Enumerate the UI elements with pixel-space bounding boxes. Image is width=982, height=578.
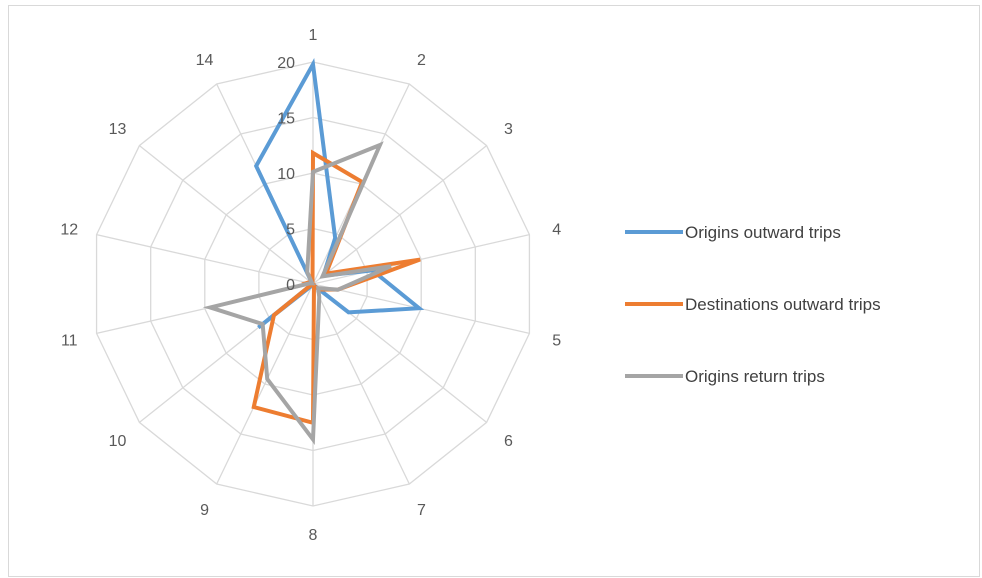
radar-series <box>202 57 425 446</box>
chart-area <box>8 5 980 577</box>
category-label-13: 13 <box>109 121 127 138</box>
legend: Origins outward trips Destinations outwar… <box>625 223 881 386</box>
category-label-12: 12 <box>60 221 78 238</box>
category-label-14: 14 <box>196 52 214 69</box>
tick-label-5: 5 <box>286 222 295 239</box>
tick-label-10: 10 <box>277 166 295 183</box>
category-label-5: 5 <box>552 333 561 350</box>
category-label-8: 8 <box>309 527 318 544</box>
legend-label-1: Origins outward trips <box>685 223 841 242</box>
category-label-10: 10 <box>109 433 127 450</box>
tick-label-0: 0 <box>286 277 295 294</box>
category-label-9: 9 <box>200 502 209 519</box>
tick-label-20: 20 <box>277 55 295 72</box>
grid-spoke-12 <box>96 233 314 285</box>
category-label-7: 7 <box>417 502 426 519</box>
grid-spoke-3 <box>312 145 487 285</box>
category-label-3: 3 <box>504 121 513 138</box>
series-line-3 <box>202 141 392 446</box>
grid-spoke-13 <box>139 145 314 285</box>
category-label-1: 1 <box>309 27 318 44</box>
grid-spoke-9 <box>216 283 314 485</box>
category-label-11: 11 <box>61 333 78 350</box>
legend-label-2: Destinations outward trips <box>685 295 881 314</box>
legend-label-3: Origins return trips <box>685 367 825 386</box>
category-label-4: 4 <box>552 221 561 238</box>
category-label-6: 6 <box>504 433 513 450</box>
tick-label-15: 15 <box>277 111 295 128</box>
category-label-2: 2 <box>417 52 426 69</box>
grid-spoke-4 <box>312 233 530 285</box>
grid-spoke-7 <box>312 283 410 485</box>
